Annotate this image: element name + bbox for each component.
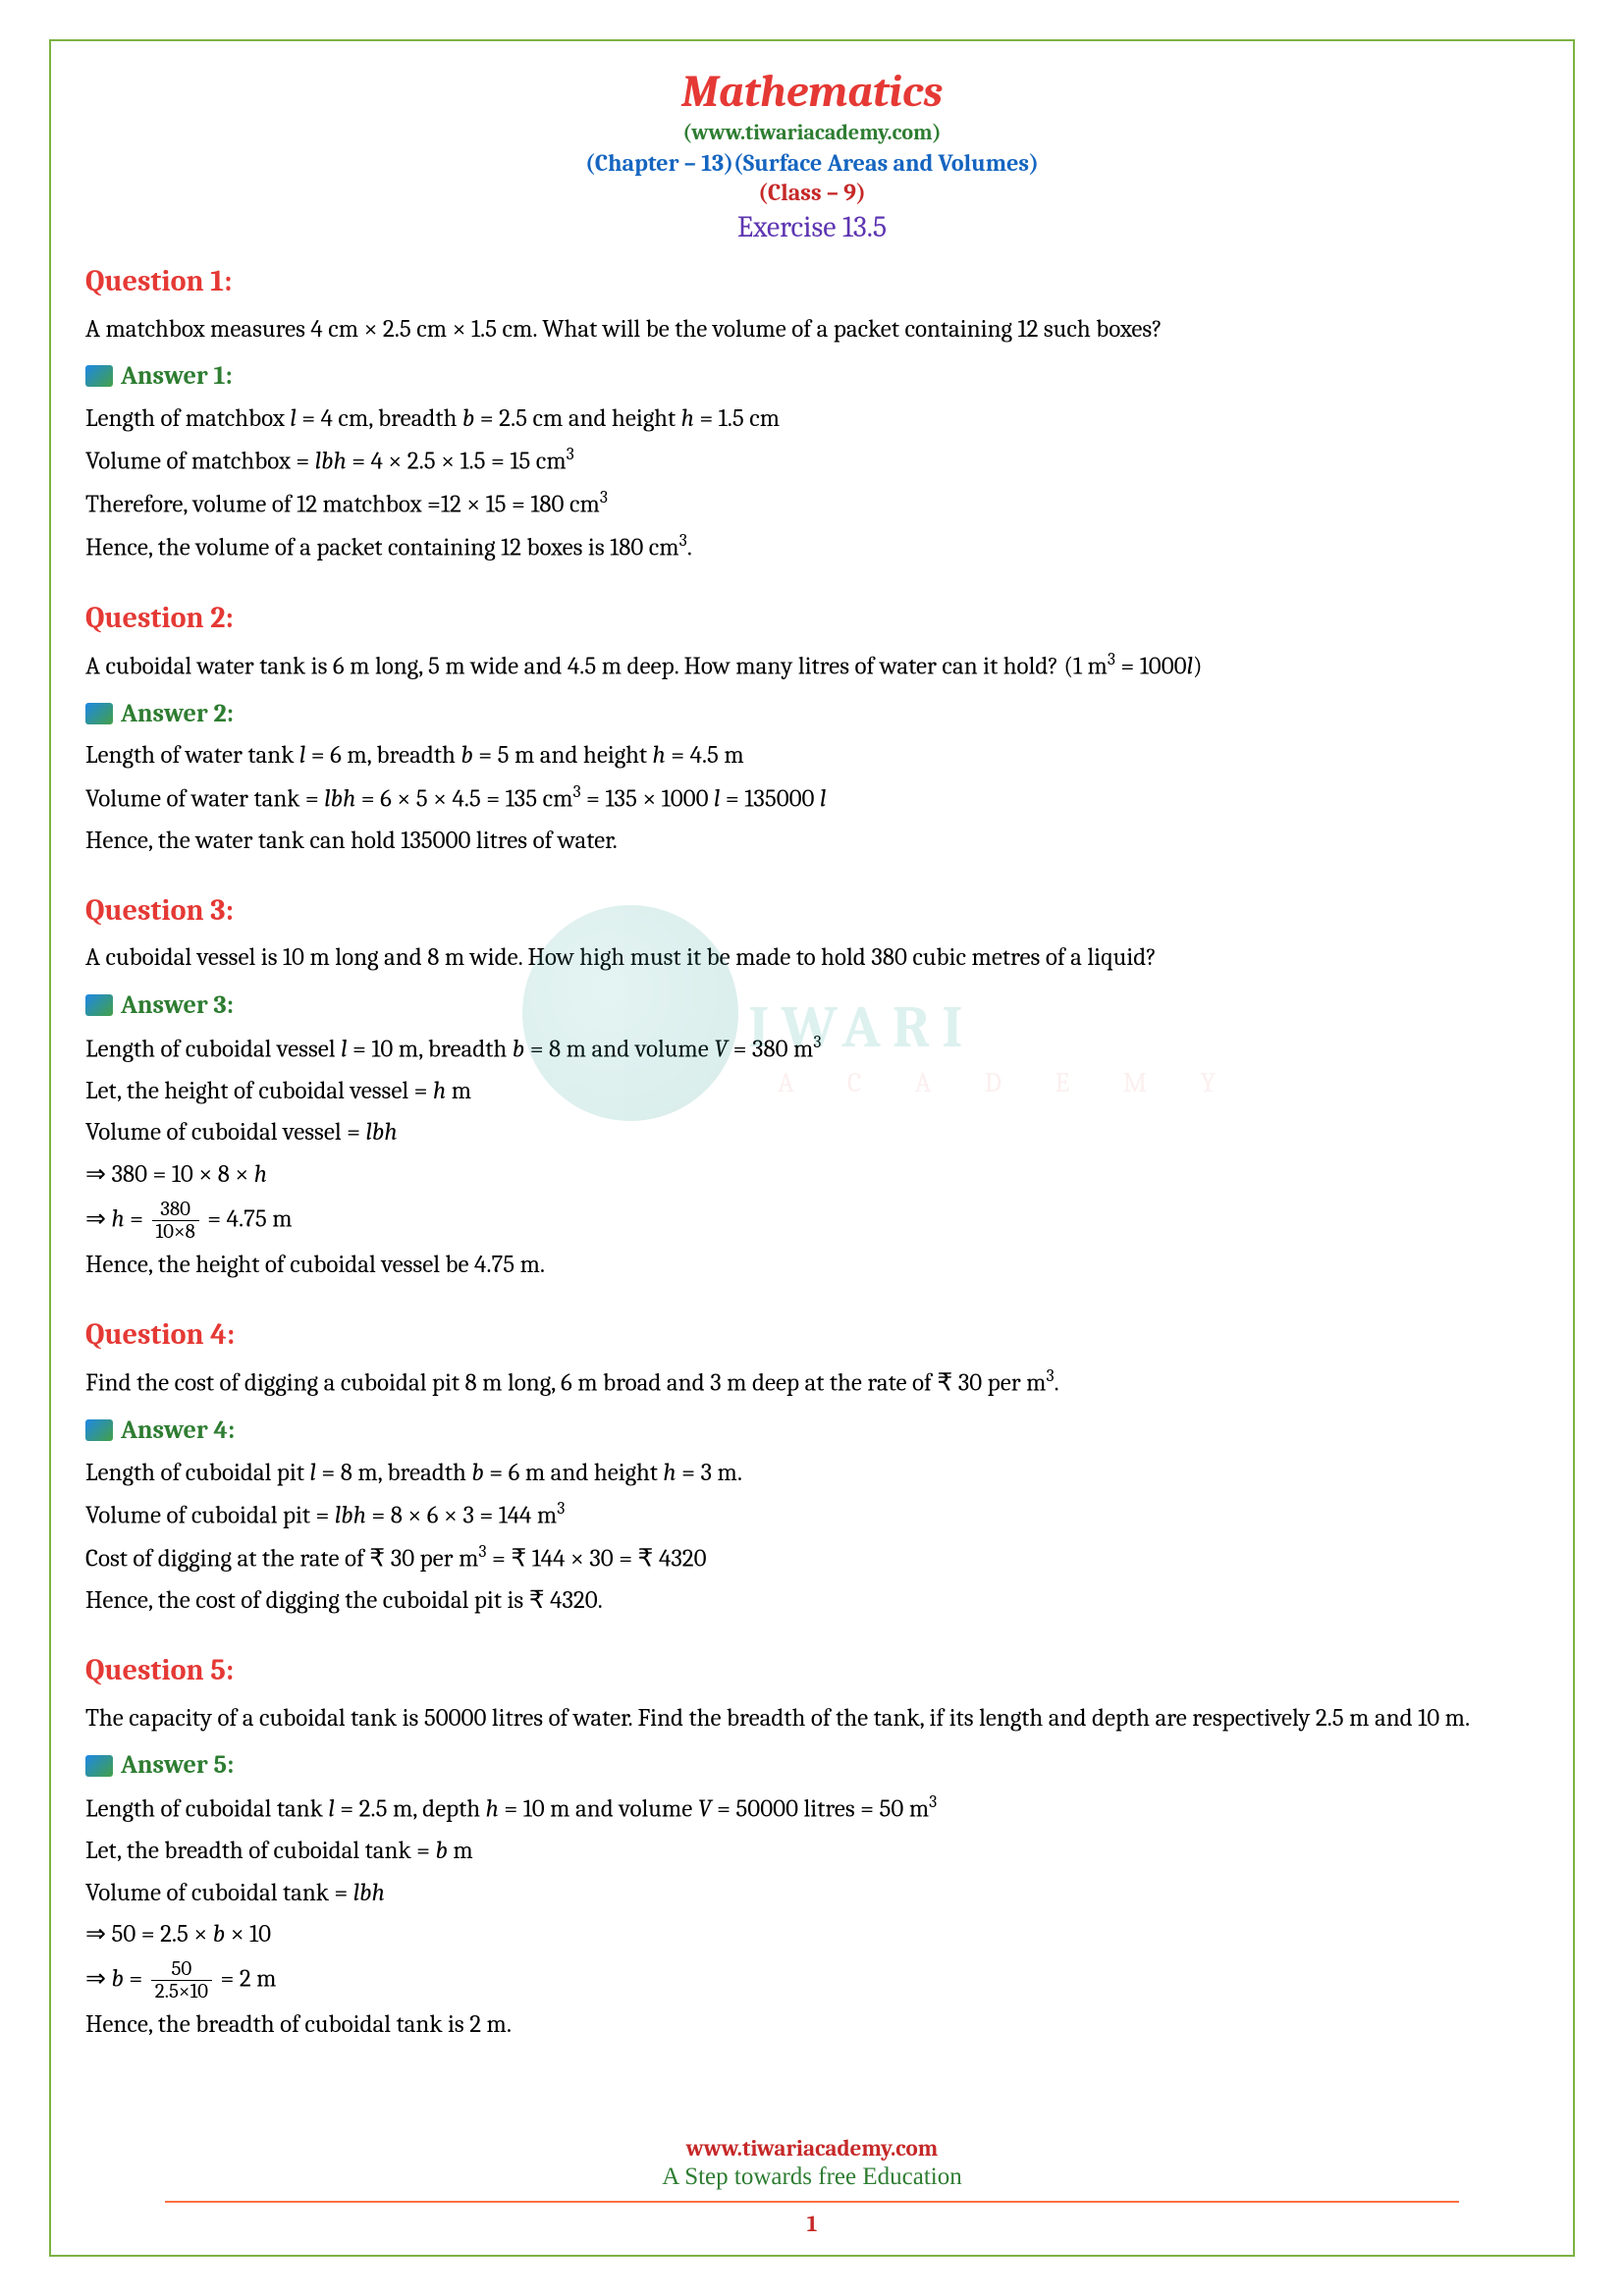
chapter-title: (Chapter – 13)(Surface Areas and Volumes…: [85, 149, 1539, 177]
question-heading: Question 2:: [85, 596, 1539, 642]
answer-label: Answer 4:: [121, 1411, 235, 1450]
questions-container: Question 1: A matchbox measures 4 cm × 2.…: [85, 259, 1539, 2045]
answer-line: Hence, the cost of digging the cuboidal …: [85, 1582, 1539, 1621]
answer-label: Answer 2:: [121, 694, 234, 733]
question-heading: Question 4:: [85, 1312, 1539, 1359]
answer-line: Therefore, volume of 12 matchbox =12 × 1…: [85, 485, 1539, 524]
answer-line: ⇒ 50 = 2.5 × b × 10: [85, 1916, 1539, 1954]
answer-line: Let, the height of cuboidal vessel = h m: [85, 1073, 1539, 1111]
answer-heading: Answer 2:: [85, 694, 1539, 733]
answer-logo-icon: [85, 1755, 113, 1777]
question-text: A matchbox measures 4 cm × 2.5 cm × 1.5 …: [85, 311, 1539, 349]
question-block: Question 4:Find the cost of digging a cu…: [85, 1312, 1539, 1622]
page-number: 1: [51, 2211, 1573, 2237]
question-block: Question 1: A matchbox measures 4 cm × 2.…: [85, 259, 1539, 568]
answer-line: Length of cuboidal vessel l = 10 m, brea…: [85, 1030, 1539, 1069]
answer-heading: Answer 5:: [85, 1745, 1539, 1785]
page-border: Mathematics (www.tiwariacademy.com) (Cha…: [49, 39, 1575, 2257]
answer-heading: Answer 4:: [85, 1411, 1539, 1450]
question-heading: Question 3:: [85, 888, 1539, 934]
answer-line: Hence, the breadth of cuboidal tank is 2…: [85, 2006, 1539, 2045]
question-block: Question 3: A cuboidal vessel is 10 m lon…: [85, 888, 1539, 1285]
answer-logo-icon: [85, 703, 113, 724]
exercise-label: Exercise 13.5: [85, 210, 1539, 244]
footer-tagline: A Step towards free Education: [51, 2163, 1573, 2191]
answer-line: Length of water tank l = 6 m, breadth b …: [85, 737, 1539, 775]
answer-body: Length of cuboidal pit l = 8 m, breadth …: [85, 1455, 1539, 1622]
footer-divider: [165, 2201, 1459, 2203]
answer-line: Volume of water tank = lbh = 6 × 5 × 4.5…: [85, 779, 1539, 819]
answer-logo-icon: [85, 994, 113, 1016]
question-block: Question 5: The capacity of a cuboidal ta…: [85, 1648, 1539, 2045]
answer-line: ⇒ h = 38010×8 = 4.75 m: [85, 1199, 1539, 1243]
subject-title: Mathematics: [85, 66, 1539, 118]
answer-line: Volume of cuboidal tank = lbh: [85, 1875, 1539, 1913]
answer-body: Length of cuboidal vessel l = 10 m, brea…: [85, 1030, 1539, 1285]
question-text: Find the cost of digging a cuboidal pit …: [85, 1363, 1539, 1403]
answer-line: Volume of cuboidal vessel = lbh: [85, 1114, 1539, 1152]
answer-body: Length of water tank l = 6 m, breadth b …: [85, 737, 1539, 861]
answer-line: Length of matchbox l = 4 cm, breadth b =…: [85, 400, 1539, 439]
question-text: A cuboidal water tank is 6 m long, 5 m w…: [85, 647, 1539, 686]
answer-line: Volume of cuboidal pit = lbh = 8 × 6 × 3…: [85, 1496, 1539, 1535]
answer-line: Volume of matchbox = lbh = 4 × 2.5 × 1.5…: [85, 442, 1539, 481]
answer-line: ⇒ b = 502.5×10 = 2 m: [85, 1958, 1539, 2002]
class-label: (Class – 9): [85, 179, 1539, 206]
answer-logo-icon: [85, 365, 113, 387]
answer-line: Cost of digging at the rate of ₹ 30 per …: [85, 1539, 1539, 1578]
question-text: A cuboidal vessel is 10 m long and 8 m w…: [85, 939, 1539, 978]
question-heading: Question 1:: [85, 259, 1539, 305]
question-block: Question 2: A cuboidal water tank is 6 m …: [85, 596, 1539, 861]
page-footer: www.tiwariacademy.com A Step towards fre…: [51, 2135, 1573, 2237]
question-text: The capacity of a cuboidal tank is 50000…: [85, 1700, 1539, 1738]
website-url: (www.tiwariacademy.com): [85, 120, 1539, 145]
answer-line: Hence, the water tank can hold 135000 li…: [85, 823, 1539, 861]
answer-body: Length of cuboidal tank l = 2.5 m, depth…: [85, 1789, 1539, 2045]
answer-logo-icon: [85, 1419, 113, 1441]
answer-label: Answer 1:: [121, 356, 233, 396]
question-heading: Question 5:: [85, 1648, 1539, 1694]
answer-line: Length of cuboidal pit l = 8 m, breadth …: [85, 1455, 1539, 1493]
answer-line: Hence, the volume of a packet containing…: [85, 528, 1539, 567]
answer-label: Answer 3:: [121, 986, 234, 1025]
answer-line: ⇒ 380 = 10 × 8 × h: [85, 1156, 1539, 1195]
answer-line: Length of cuboidal tank l = 2.5 m, depth…: [85, 1789, 1539, 1829]
answer-label: Answer 5:: [121, 1745, 234, 1785]
answer-line: Hence, the height of cuboidal vessel be …: [85, 1247, 1539, 1285]
document-header: Mathematics (www.tiwariacademy.com) (Cha…: [85, 66, 1539, 244]
answer-heading: Answer 3:: [85, 986, 1539, 1025]
answer-line: Let, the breadth of cuboidal tank = b m: [85, 1833, 1539, 1871]
footer-url: www.tiwariacademy.com: [51, 2135, 1573, 2162]
answer-body: Length of matchbox l = 4 cm, breadth b =…: [85, 400, 1539, 568]
answer-heading: Answer 1:: [85, 356, 1539, 396]
